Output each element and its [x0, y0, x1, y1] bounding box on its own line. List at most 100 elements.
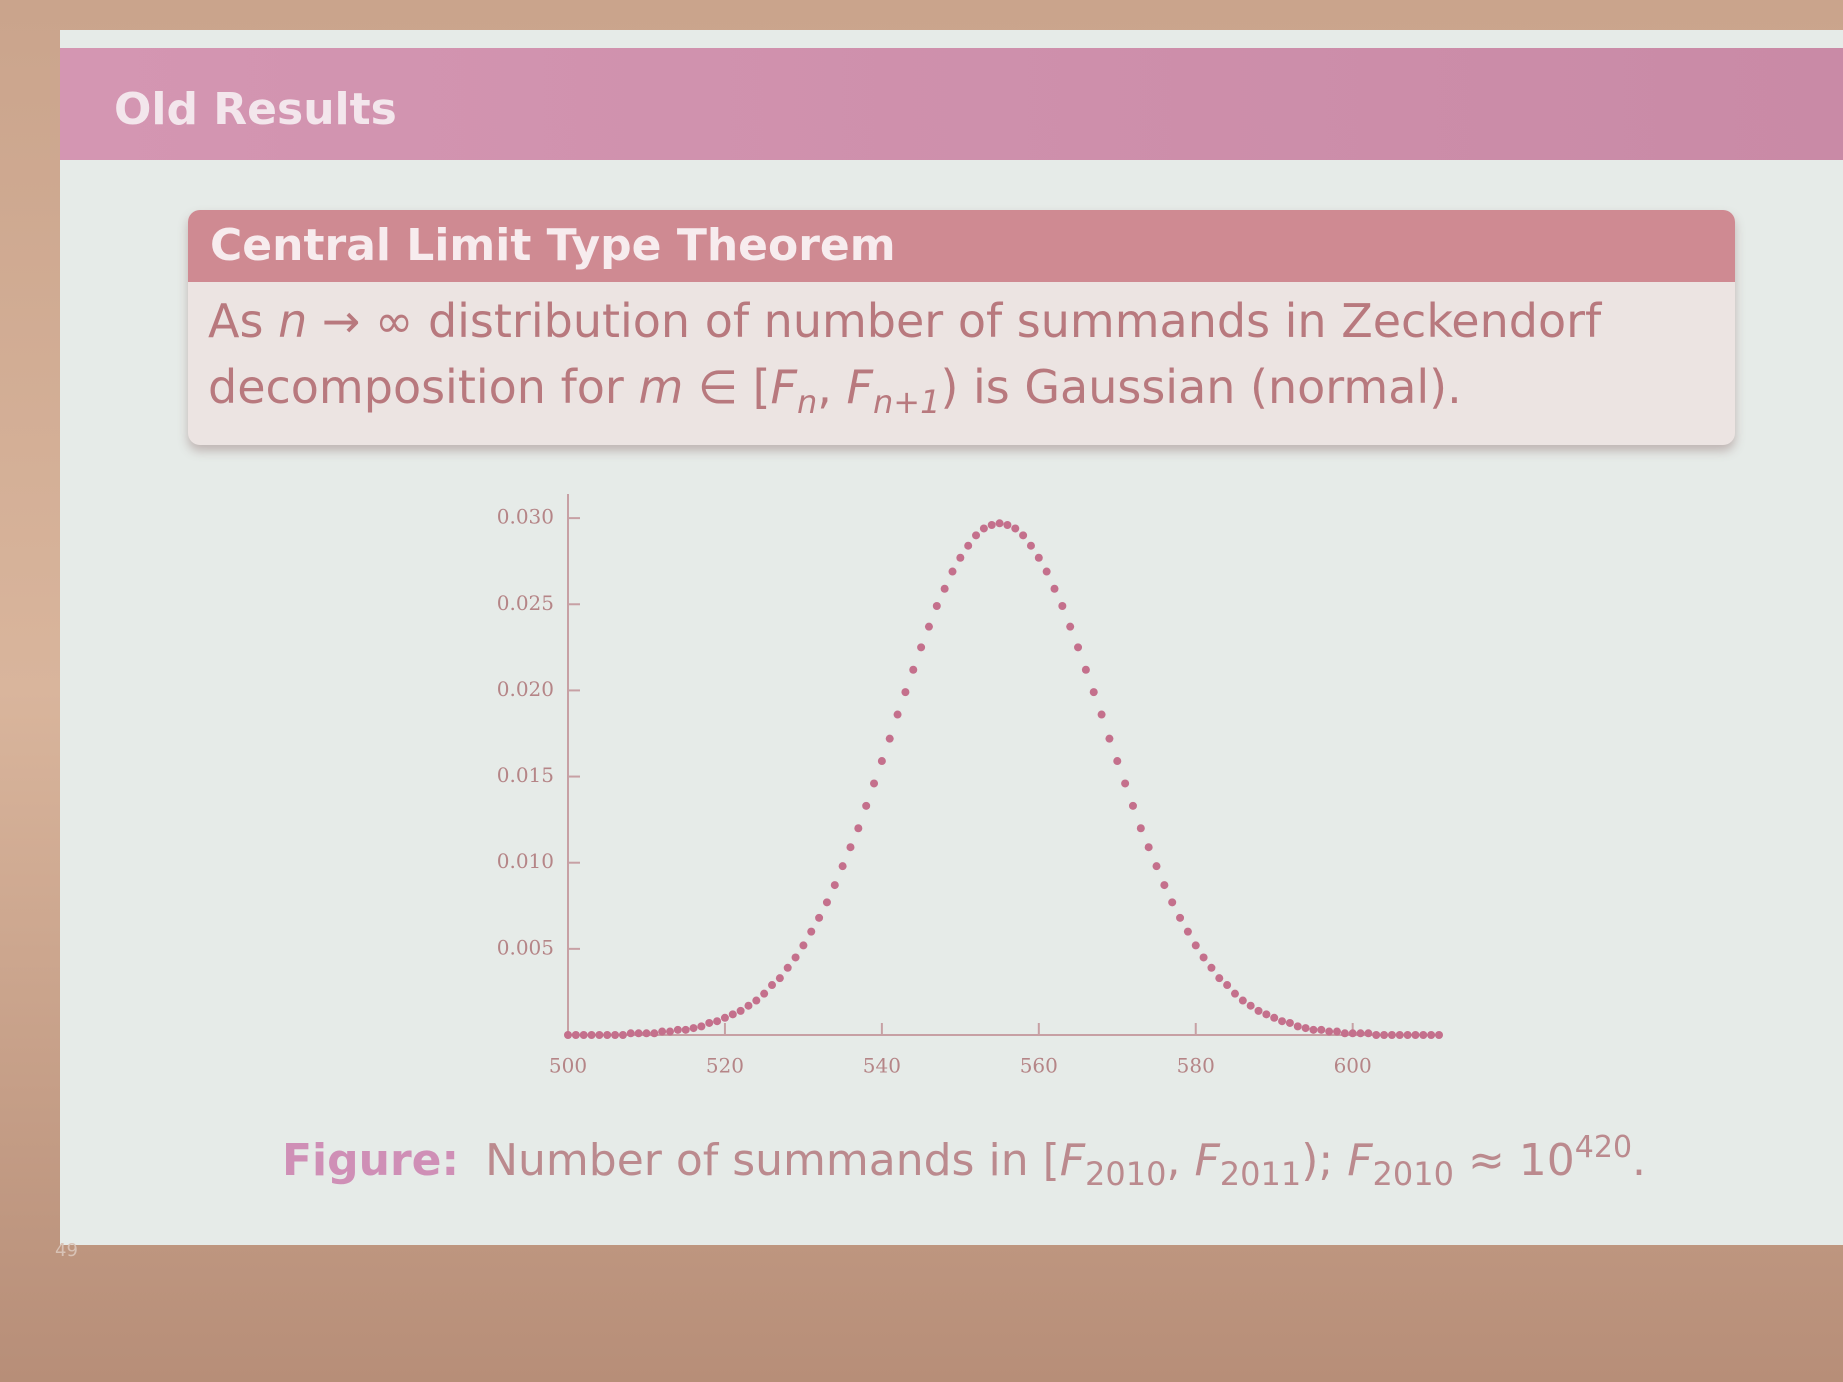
y-tick-label: 0.015	[497, 763, 554, 787]
point	[579, 1031, 588, 1039]
point	[1332, 1027, 1341, 1036]
slide-title: Old Results	[114, 84, 397, 135]
slide-number: 49	[55, 1240, 78, 1261]
point	[705, 1018, 714, 1027]
point	[783, 963, 792, 972]
title-band	[60, 48, 1843, 160]
point	[713, 1017, 722, 1026]
point	[1081, 665, 1090, 674]
text: ) is Gaussian (normal).	[940, 360, 1462, 414]
point	[1340, 1029, 1349, 1038]
point	[744, 1001, 753, 1010]
x-tick-label: 600	[1334, 1054, 1372, 1078]
point	[1285, 1018, 1294, 1027]
point	[1246, 1001, 1255, 1010]
point	[1160, 881, 1169, 890]
subscript: 2010	[1085, 1155, 1167, 1193]
point	[1176, 913, 1185, 922]
figure-caption: Figure: Number of summands in [F2010, F20…	[282, 1133, 1647, 1191]
x-tick-label: 560	[1020, 1054, 1058, 1078]
text: .	[1632, 1135, 1647, 1186]
point	[1356, 1029, 1365, 1038]
point	[1019, 531, 1028, 540]
y-tick-label: 0.010	[497, 849, 554, 873]
point	[901, 688, 910, 697]
math: F	[770, 360, 797, 414]
point	[1270, 1013, 1279, 1022]
point	[1380, 1031, 1389, 1039]
y-tick-label: 0.025	[497, 591, 554, 615]
point	[1364, 1029, 1373, 1038]
point	[893, 710, 902, 719]
point	[885, 734, 894, 743]
point	[1050, 584, 1059, 593]
point	[1223, 981, 1232, 990]
point	[681, 1025, 690, 1034]
point	[972, 531, 981, 540]
point	[1278, 1017, 1287, 1026]
point	[1003, 521, 1012, 530]
point	[1121, 779, 1130, 788]
point	[924, 622, 933, 631]
math: F	[1194, 1135, 1220, 1186]
point	[1042, 567, 1051, 576]
point	[1105, 734, 1114, 743]
point	[689, 1024, 698, 1033]
text: ∈ [	[683, 360, 771, 414]
point	[1152, 862, 1161, 871]
point	[956, 553, 965, 562]
point	[768, 981, 777, 990]
point	[1419, 1031, 1428, 1039]
point	[1183, 927, 1192, 936]
point	[650, 1029, 659, 1038]
point	[1254, 1006, 1263, 1015]
point	[775, 974, 784, 983]
point	[571, 1031, 580, 1039]
point	[1199, 953, 1208, 962]
x-tick-label: 500	[549, 1054, 587, 1078]
subscript: n+1	[873, 383, 941, 421]
point	[1325, 1027, 1334, 1036]
point	[1034, 553, 1043, 562]
point	[1144, 843, 1153, 852]
point	[1262, 1010, 1271, 1019]
point	[1128, 801, 1137, 810]
point	[1136, 824, 1145, 833]
point	[760, 989, 769, 998]
point	[1348, 1029, 1357, 1038]
x-tick-label: 520	[706, 1054, 744, 1078]
text: ,	[817, 360, 847, 414]
point	[838, 862, 847, 871]
point	[979, 524, 988, 533]
point	[1238, 996, 1247, 1005]
superscript: 420	[1574, 1130, 1633, 1165]
point	[752, 996, 761, 1005]
y-tick-label: 0.020	[497, 677, 554, 701]
point	[642, 1029, 651, 1038]
slide: Old Results Central Limit Type Theorem A…	[55, 30, 1843, 1261]
math: F	[1347, 1135, 1373, 1186]
point	[1058, 601, 1067, 610]
x-tick-label: 540	[863, 1054, 901, 1078]
point	[1011, 524, 1020, 533]
point	[666, 1027, 675, 1036]
point	[564, 1031, 572, 1039]
point	[917, 643, 926, 652]
point	[807, 927, 816, 936]
point	[964, 541, 973, 550]
point	[1372, 1031, 1381, 1039]
math: F	[846, 360, 873, 414]
y-tick-label: 0.005	[497, 935, 554, 959]
point	[909, 665, 918, 674]
point	[877, 757, 886, 766]
text: As	[208, 294, 279, 348]
point	[1097, 710, 1106, 719]
point	[603, 1031, 612, 1039]
theorem-title: Central Limit Type Theorem	[188, 210, 1735, 282]
point	[791, 953, 800, 962]
point	[940, 584, 949, 593]
point	[1089, 688, 1098, 697]
y-tick-label: 0.030	[497, 505, 554, 529]
